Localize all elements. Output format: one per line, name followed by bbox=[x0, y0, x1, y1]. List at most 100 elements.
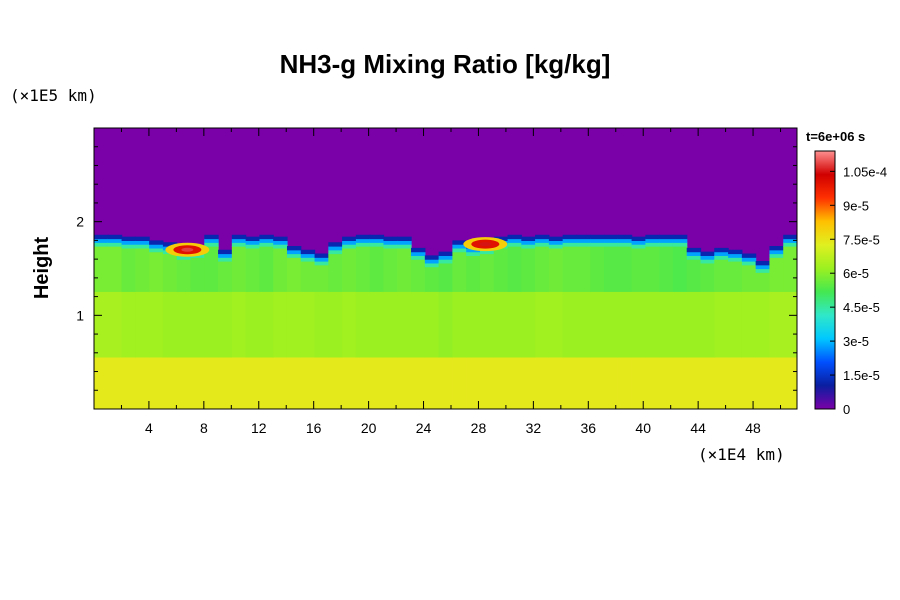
colorbar-tick-label: 7.5e-5 bbox=[843, 232, 880, 247]
heatmap-cell bbox=[121, 236, 136, 241]
heatmap-cell bbox=[107, 234, 123, 240]
heatmap-cell bbox=[452, 247, 467, 253]
heatmap-cell bbox=[369, 242, 385, 247]
heatmap-cell bbox=[273, 240, 288, 245]
heatmap-cell bbox=[686, 251, 702, 256]
x-tick-label: 28 bbox=[471, 420, 487, 436]
heatmap-cell bbox=[714, 255, 729, 260]
heatmap-cell bbox=[535, 238, 550, 243]
heatmap-cell bbox=[741, 357, 757, 409]
colorbar-tick-label: 1.5e-5 bbox=[843, 368, 880, 383]
heatmap-cell bbox=[604, 238, 619, 243]
heatmap-cell bbox=[107, 357, 123, 409]
heatmap-cell bbox=[659, 246, 674, 293]
heatmap-cell bbox=[397, 244, 412, 249]
heatmap-cell bbox=[259, 291, 274, 359]
heatmap-cell bbox=[493, 357, 509, 409]
heatmap-cell bbox=[507, 234, 522, 240]
heatmap-cell bbox=[493, 236, 509, 241]
x-tick-label: 24 bbox=[416, 420, 432, 436]
heatmap-cell bbox=[94, 246, 109, 293]
heatmap-cell bbox=[631, 236, 646, 241]
heatmap-cell bbox=[149, 247, 164, 253]
heatmap-cell bbox=[314, 261, 329, 266]
heatmap-cell bbox=[259, 238, 274, 243]
heatmap-cell bbox=[728, 253, 743, 258]
heatmap-cell bbox=[286, 253, 302, 258]
heatmap-cell bbox=[355, 242, 371, 247]
heatmap-cell bbox=[245, 244, 261, 249]
heatmap-cell bbox=[314, 291, 329, 359]
heatmap-cell bbox=[617, 246, 633, 293]
heatmap-cell bbox=[286, 257, 302, 293]
heatmap-cell bbox=[162, 357, 178, 409]
heatmap-cell bbox=[411, 259, 426, 293]
heatmap-cell bbox=[383, 357, 398, 409]
heatmap-cell bbox=[121, 244, 136, 249]
heatmap-cell bbox=[218, 291, 233, 359]
heatmap-cell bbox=[342, 240, 357, 245]
heatmap-cell bbox=[452, 244, 467, 249]
heatmap-cell bbox=[755, 268, 771, 273]
heatmap-cell bbox=[783, 357, 797, 409]
heatmap-cell bbox=[466, 251, 481, 256]
chart-title: NH3-g Mixing Ratio [kg/kg] bbox=[280, 49, 611, 79]
heatmap-cell bbox=[672, 238, 688, 243]
heatmap-cell bbox=[755, 264, 771, 270]
heatmap-cell bbox=[245, 236, 261, 241]
heatmap-cell bbox=[576, 357, 591, 409]
heatmap-cell bbox=[94, 242, 109, 247]
heatmap-cell bbox=[135, 236, 150, 241]
heatmap-cell bbox=[94, 291, 109, 359]
heatmap-cell bbox=[342, 244, 357, 249]
heatmap-cell bbox=[369, 234, 385, 240]
heatmap-cell bbox=[355, 238, 371, 243]
heatmap-cell bbox=[590, 234, 605, 240]
colorbar-tick-label: 6e-5 bbox=[843, 266, 869, 281]
hotspot-peak bbox=[479, 242, 492, 247]
heatmap-cell bbox=[466, 291, 481, 359]
heatmap-cell bbox=[783, 234, 797, 240]
heatmap-cell bbox=[286, 249, 302, 255]
colorbar-tick-label: 9e-5 bbox=[843, 198, 869, 213]
heatmap-cell bbox=[672, 246, 688, 293]
heatmap-cell bbox=[107, 291, 123, 359]
heatmap-cell bbox=[700, 255, 715, 260]
heatmap-cell bbox=[218, 261, 233, 293]
heatmap-cell bbox=[328, 249, 343, 255]
heatmap-cell bbox=[604, 242, 619, 247]
heatmap-cell bbox=[245, 291, 261, 359]
heatmap-cell bbox=[576, 238, 591, 243]
heatmap-cell bbox=[700, 291, 715, 359]
x-tick-label: 20 bbox=[361, 420, 377, 436]
heatmap-cell bbox=[535, 246, 550, 293]
heatmap-cell bbox=[355, 234, 371, 240]
heatmap-cell bbox=[121, 291, 136, 359]
heatmap-cell bbox=[728, 357, 743, 409]
heatmap-cell bbox=[369, 291, 385, 359]
heatmap-cell bbox=[355, 357, 371, 409]
heatmap-cell bbox=[411, 291, 426, 359]
heatmap-cell bbox=[755, 272, 771, 293]
heatmap-cell bbox=[300, 261, 316, 293]
heatmap-cell bbox=[149, 240, 164, 245]
heatmap-cell bbox=[479, 253, 495, 293]
heatmap-cell bbox=[714, 247, 729, 253]
heatmap-cell bbox=[576, 246, 591, 293]
heatmap-cell bbox=[659, 234, 674, 240]
heatmap-cell bbox=[769, 249, 784, 255]
heatmap-cell bbox=[397, 357, 412, 409]
heatmap-cell bbox=[452, 251, 467, 293]
heatmap-cell bbox=[218, 357, 233, 409]
heatmap-cell bbox=[149, 291, 164, 359]
heatmap-cell bbox=[314, 257, 329, 262]
heatmap-cell bbox=[686, 255, 702, 260]
heatmap-cell bbox=[328, 357, 343, 409]
heatmap-cell bbox=[424, 255, 440, 260]
heatmap-cell bbox=[452, 240, 467, 245]
x-tick-label: 44 bbox=[690, 420, 706, 436]
heatmap-cell bbox=[107, 238, 123, 243]
heatmap-cell bbox=[728, 291, 743, 359]
heatmap-cell bbox=[135, 247, 150, 293]
colorbar bbox=[814, 150, 836, 410]
